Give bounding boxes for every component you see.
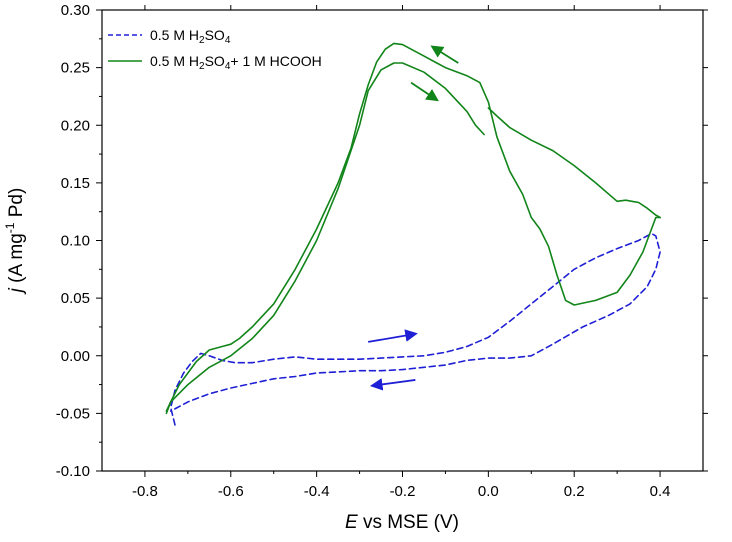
y-tick-label: 0.30 <box>61 2 90 19</box>
legend-label-h2so4: 0.5 M H2SO4 <box>150 27 231 46</box>
y-tick-label: -0.05 <box>56 405 90 422</box>
series-1-segment-1 <box>487 107 661 219</box>
y-tick-label: 0.00 <box>61 348 90 365</box>
x-tick-label: 0.2 <box>564 483 585 500</box>
series-layer <box>165 42 661 426</box>
y-axis-label: j (A mg-1 Pd) <box>3 188 27 296</box>
legend-label-hcooh-part1: 0.5 M H <box>150 53 199 69</box>
legend-label-h2so4-part2: SO <box>205 27 225 43</box>
x-tick-label: 0.0 <box>478 483 499 500</box>
x-tick-label: -0.2 <box>390 483 416 500</box>
direction-arrow-2 <box>368 329 418 343</box>
legend-label-hcooh-sub2: 4 <box>225 61 231 72</box>
x-axis-ticks: -0.8 -0.6 -0.4 -0.2 0.0 0.2 0.4 <box>132 5 671 500</box>
legend-label-hcooh: 0.5 M H2SO4+ 1 M HCOOH <box>150 53 322 72</box>
x-axis-label-symbol: E <box>345 512 358 533</box>
y-tick-label: 0.15 <box>61 175 90 192</box>
legend-label-h2so4-sub1: 2 <box>199 35 205 46</box>
legend-label-hcooh-tail: + 1 M HCOOH <box>230 53 321 69</box>
x-tick-label: 0.4 <box>650 483 671 500</box>
y-tick-label: -0.10 <box>56 463 90 480</box>
direction-arrow-3 <box>369 378 416 391</box>
y-tick-label: 0.10 <box>61 233 90 250</box>
legend-label-h2so4-sub2: 4 <box>225 35 231 46</box>
legend-label-hcooh-part2: SO <box>205 53 225 69</box>
series-1-segment-0 <box>165 42 661 415</box>
y-tick-label: 0.05 <box>61 290 90 307</box>
direction-arrow-0 <box>430 45 459 64</box>
x-tick-label: -0.4 <box>304 483 330 500</box>
x-axis-label-text: vs MSE (V) <box>358 512 459 533</box>
direction-arrow-1 <box>410 81 439 102</box>
legend: 0.5 M H2SO4 0.5 M H2SO4+ 1 M HCOOH <box>108 27 322 72</box>
x-tick-label: -0.6 <box>218 483 244 500</box>
y-axis-label-exponent: -1 <box>3 222 17 233</box>
legend-label-h2so4-part1: 0.5 M H <box>150 27 199 43</box>
legend-label-hcooh-sub1: 2 <box>199 61 205 72</box>
series-0-segment-0 <box>169 232 661 426</box>
plot-frame <box>101 9 704 472</box>
x-axis-label: E vs MSE (V) <box>345 512 459 533</box>
y-axis-label-tail: Pd) <box>6 188 27 223</box>
x-tick-label: -0.8 <box>132 483 158 500</box>
series-1-segment-2 <box>165 62 485 412</box>
annotation-layer <box>368 45 459 391</box>
y-tick-label: 0.20 <box>61 117 90 134</box>
y-axis-label-symbol: j <box>6 287 27 295</box>
y-axis-ticks: -0.10 -0.05 0.00 0.05 0.10 0.15 0.20 0.25 0.30 <box>56 2 708 480</box>
y-axis-label-unit: (A mg <box>6 233 27 288</box>
y-tick-label: 0.25 <box>61 60 90 77</box>
